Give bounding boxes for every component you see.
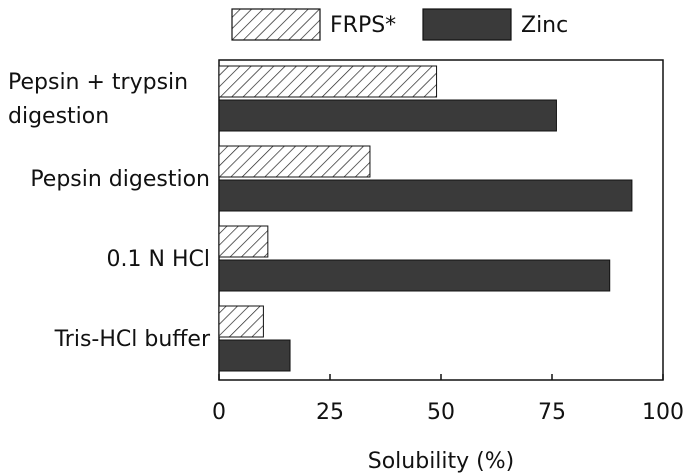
bar [218,65,438,98]
y-tick-label: 0.1 N HCl [107,247,210,272]
legend-label: Zinc [521,13,568,38]
bar [218,225,269,258]
bar [218,305,264,338]
legend-swatch [422,8,512,41]
x-tick-label: 100 [642,400,684,425]
bar [218,259,611,292]
legend-swatch [231,8,321,41]
bar [218,339,291,372]
y-tick-label: Tris-HCl buffer [54,327,211,352]
y-tick-label: Pepsin digestion [30,167,210,192]
x-axis-title: Solubility (%) [368,449,515,474]
bar [218,179,633,212]
x-tick-label: 50 [427,400,455,425]
y-tick-label: Pepsin + trypsin digestion [8,70,188,129]
legend-label: FRPS* [330,13,396,38]
x-tick-label: 0 [212,400,226,425]
x-tick-label: 75 [538,400,566,425]
x-tick-label: 25 [316,400,344,425]
bar [218,99,557,132]
bar [218,145,371,178]
